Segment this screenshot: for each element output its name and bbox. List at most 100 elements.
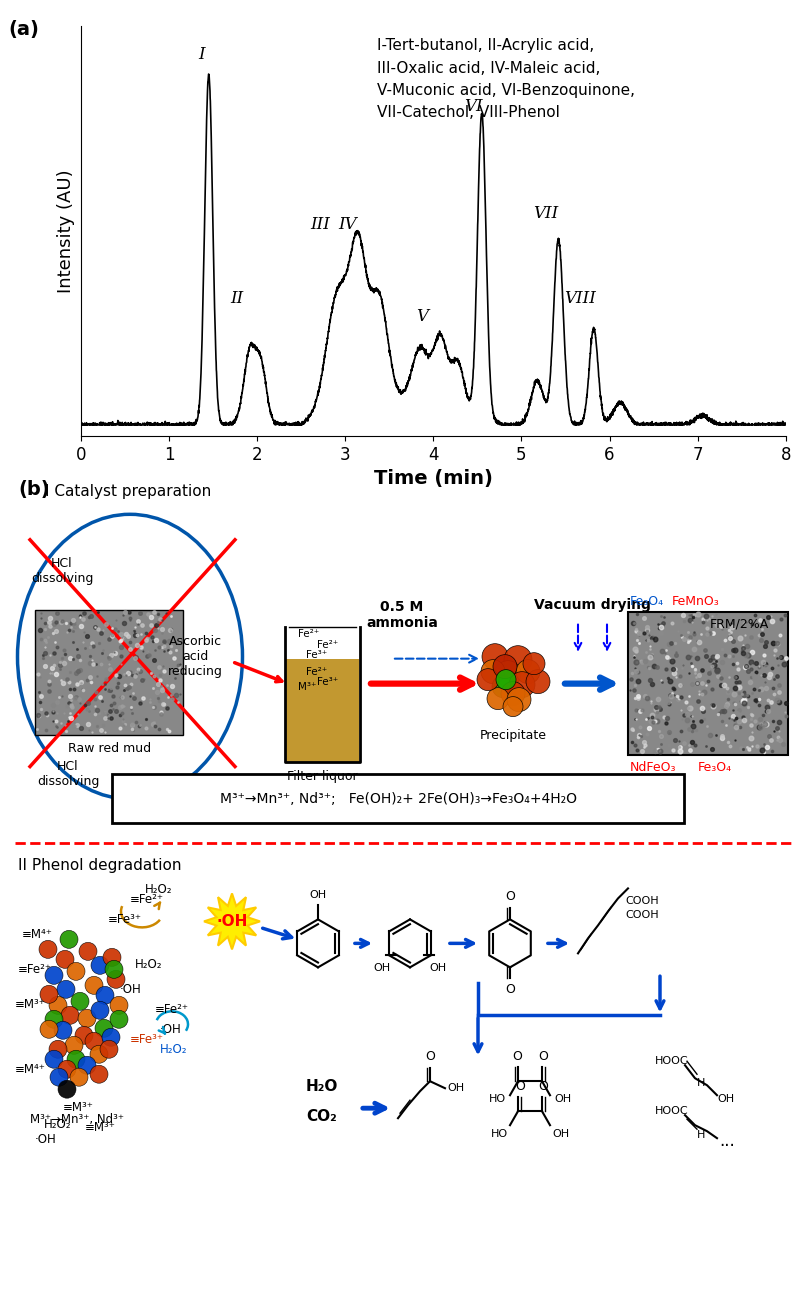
Circle shape <box>503 696 523 717</box>
Text: (a): (a) <box>8 20 39 39</box>
Circle shape <box>85 976 103 994</box>
Circle shape <box>110 1011 128 1028</box>
Circle shape <box>50 1068 68 1086</box>
Circle shape <box>103 948 121 967</box>
Circle shape <box>504 645 532 674</box>
Circle shape <box>60 930 78 948</box>
Circle shape <box>45 967 63 985</box>
Circle shape <box>107 971 125 989</box>
Text: H₂O₂: H₂O₂ <box>160 1043 187 1055</box>
Text: III: III <box>311 216 330 233</box>
Circle shape <box>526 670 550 693</box>
Text: H: H <box>697 1131 706 1140</box>
Text: ≡M⁴⁺: ≡M⁴⁺ <box>22 928 53 941</box>
X-axis label: Time (min): Time (min) <box>374 470 492 488</box>
Text: CO₂: CO₂ <box>307 1110 338 1124</box>
Text: Vacuum drying: Vacuum drying <box>534 597 650 611</box>
Circle shape <box>71 993 89 1011</box>
Text: OH: OH <box>429 963 446 973</box>
Text: H₂O₂: H₂O₂ <box>135 958 163 971</box>
Text: O: O <box>512 1050 522 1063</box>
Text: Fe₃O₄: Fe₃O₄ <box>698 761 732 774</box>
Circle shape <box>91 956 109 974</box>
Circle shape <box>65 1037 83 1054</box>
Circle shape <box>45 1011 63 1028</box>
Text: Raw red mud: Raw red mud <box>68 742 151 755</box>
Text: Fe₃O₄: Fe₃O₄ <box>630 595 664 608</box>
Y-axis label: Intensity (AU): Intensity (AU) <box>58 169 75 293</box>
Text: H₂O₂: H₂O₂ <box>45 1118 72 1131</box>
Bar <box>286 658 359 761</box>
Text: NdFeO₃: NdFeO₃ <box>630 761 676 774</box>
Text: HO: HO <box>491 1129 508 1140</box>
Circle shape <box>90 1045 108 1063</box>
Circle shape <box>96 986 114 1004</box>
Circle shape <box>49 997 67 1015</box>
Circle shape <box>523 653 545 675</box>
Text: COOH: COOH <box>625 911 659 920</box>
Text: OH: OH <box>373 963 390 973</box>
Text: OH: OH <box>554 1094 571 1105</box>
Circle shape <box>78 1010 96 1028</box>
Text: IV: IV <box>339 216 357 233</box>
Text: HOOC: HOOC <box>655 1056 688 1067</box>
Text: Fe³⁺: Fe³⁺ <box>317 677 339 687</box>
Text: COOH: COOH <box>625 896 659 907</box>
Circle shape <box>91 1002 109 1019</box>
Circle shape <box>482 644 508 670</box>
Text: FeMnO₃: FeMnO₃ <box>672 595 720 608</box>
Circle shape <box>509 671 535 697</box>
Text: Filter liquor: Filter liquor <box>287 770 357 782</box>
Text: M³⁺: M³⁺ <box>298 682 317 692</box>
Text: ≡M⁴⁺: ≡M⁴⁺ <box>15 1063 46 1076</box>
Text: 0.5 M
ammonia: 0.5 M ammonia <box>366 600 438 630</box>
Circle shape <box>110 997 128 1015</box>
Text: HCl
dissolving: HCl dissolving <box>31 557 93 584</box>
Circle shape <box>79 942 97 960</box>
Text: Fe²⁺: Fe²⁺ <box>306 666 327 677</box>
Text: ≡M³⁺: ≡M³⁺ <box>62 1101 93 1114</box>
Circle shape <box>496 670 516 690</box>
Text: I Catalyst preparation: I Catalyst preparation <box>45 484 211 498</box>
Text: H₂O₂: H₂O₂ <box>145 883 173 896</box>
Circle shape <box>61 1006 79 1024</box>
Text: O: O <box>515 1080 525 1093</box>
Text: OH: OH <box>717 1094 734 1105</box>
Text: ...: ... <box>719 1132 735 1150</box>
Circle shape <box>75 1026 93 1045</box>
Circle shape <box>67 1050 85 1068</box>
Circle shape <box>495 661 521 687</box>
Circle shape <box>70 1068 88 1086</box>
Text: O: O <box>538 1080 548 1093</box>
Text: FRM/2%A: FRM/2%A <box>710 618 770 631</box>
Text: OH: OH <box>552 1129 569 1140</box>
Text: HCl
dissolving: HCl dissolving <box>36 760 99 787</box>
Circle shape <box>95 1019 113 1037</box>
Circle shape <box>85 1032 103 1050</box>
Text: M³⁺→Mn³⁺, Nd³⁺;   Fe(OH)₂+ 2Fe(OH)₃→Fe₃O₄+4H₂O: M³⁺→Mn³⁺, Nd³⁺; Fe(OH)₂+ 2Fe(OH)₃→Fe₃O₄+… <box>220 791 577 805</box>
Polygon shape <box>204 894 260 950</box>
Circle shape <box>477 669 499 691</box>
Circle shape <box>100 1041 118 1058</box>
Circle shape <box>501 682 525 705</box>
Circle shape <box>105 960 123 978</box>
Circle shape <box>45 1050 63 1068</box>
Circle shape <box>78 1056 96 1075</box>
Text: VIII: VIII <box>565 290 596 307</box>
Text: ·OH: ·OH <box>216 913 248 929</box>
Circle shape <box>54 1021 72 1039</box>
Circle shape <box>40 985 58 1003</box>
Text: HO: HO <box>489 1094 506 1105</box>
Circle shape <box>39 941 57 959</box>
Text: Fe²⁺: Fe²⁺ <box>317 640 339 649</box>
Circle shape <box>481 660 505 683</box>
Text: Precipitate: Precipitate <box>480 729 547 742</box>
Text: O: O <box>425 1050 435 1063</box>
Text: VII: VII <box>534 204 559 221</box>
Text: ·OH: ·OH <box>160 1023 181 1036</box>
Text: ≡M³⁺: ≡M³⁺ <box>15 998 46 1011</box>
Bar <box>112 774 684 824</box>
Bar <box>628 611 788 755</box>
Text: V: V <box>416 308 428 325</box>
Text: H₂O: H₂O <box>306 1080 339 1094</box>
